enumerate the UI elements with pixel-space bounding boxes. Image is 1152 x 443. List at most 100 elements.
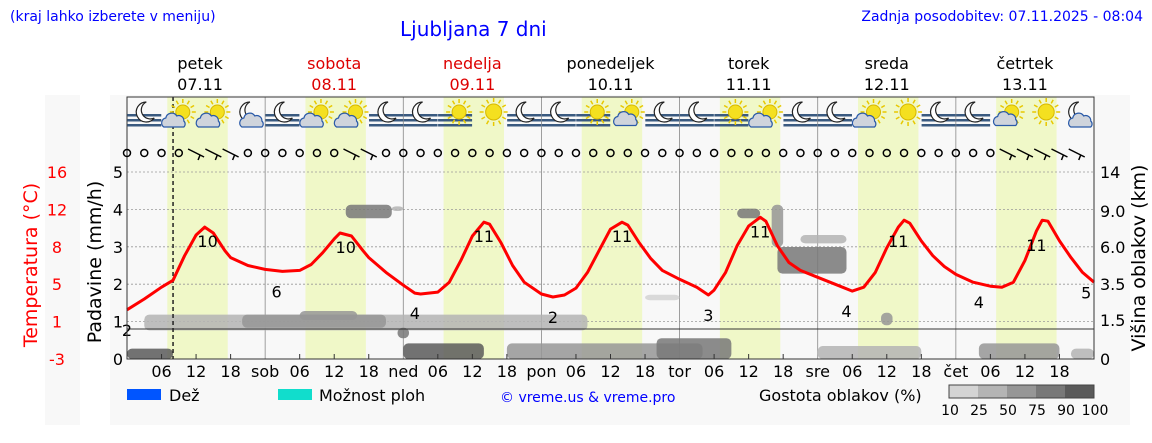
sun-ray	[221, 100, 225, 105]
sun-ray	[462, 100, 467, 105]
precip-tick: 4	[113, 200, 123, 219]
weather-icon-sun-cloud	[333, 99, 369, 128]
x-tick-hour: 06	[151, 362, 171, 381]
showers-legend-label: Možnost ploh	[319, 386, 425, 405]
precip-tick: 1	[113, 313, 123, 332]
legend: Dež Možnost ploh © vreme.us & vreme.pro …	[127, 384, 1108, 419]
cloud-layer	[656, 338, 732, 359]
weather-icon-moon-fog	[127, 101, 162, 127]
sun-ray	[497, 120, 502, 125]
fog-icon	[956, 114, 991, 117]
cloud-icon	[748, 112, 773, 128]
cloud-icon	[195, 112, 221, 128]
wind-calm-icon	[399, 148, 408, 158]
weather-icon-sun-cloud	[748, 99, 783, 128]
sun-ray	[462, 119, 467, 124]
precip-tick: 2	[113, 275, 123, 294]
copyright-link[interactable]: © vreme.us & vreme.pro	[500, 390, 675, 406]
cloud-height-tick: 1.5	[1100, 311, 1125, 330]
wind-calm-icon	[934, 148, 943, 158]
sun-ray	[739, 119, 743, 124]
temperature-tick: -3	[49, 350, 65, 369]
density-scale-label: 75	[1028, 403, 1046, 419]
wind-barb-icon	[187, 148, 205, 161]
wind-calm-icon	[917, 148, 926, 158]
x-tick-hour: 06	[980, 362, 1000, 381]
x-tick-day: ned	[388, 362, 418, 381]
sun-ray	[601, 119, 605, 124]
weather-icon-sun-fog	[438, 99, 473, 127]
rain-legend-label: Dež	[169, 386, 200, 405]
density-swatch	[1007, 385, 1036, 398]
x-tick-hour: 12	[600, 362, 620, 381]
wind-barb-icon	[1016, 148, 1034, 161]
cloud-layer	[817, 346, 922, 359]
sun-ray	[624, 100, 628, 105]
fog-icon	[921, 124, 956, 127]
density-legend-title: Gostota oblakov (%)	[759, 386, 922, 405]
sun-ray	[362, 104, 368, 109]
sun-ray	[359, 100, 363, 105]
x-tick-hour: 18	[773, 362, 793, 381]
wind-calm-icon	[122, 148, 132, 158]
temperature-label: 11	[888, 232, 908, 251]
location-hint-link[interactable]: (kraj lahko izberete v meniju)	[10, 9, 216, 25]
sun-ray	[880, 104, 886, 109]
fog-icon	[576, 124, 611, 127]
wind-calm-icon	[951, 148, 961, 158]
sun-ray	[590, 119, 594, 124]
weather-icon-sun-cloud	[161, 99, 196, 128]
cloud-height-tick: 6.0	[1100, 238, 1125, 257]
moon-icon	[515, 101, 535, 123]
moon-icon	[273, 101, 293, 123]
precip-tick: 3	[113, 238, 123, 257]
wind-calm-icon	[260, 148, 270, 158]
sun-ray	[466, 115, 471, 120]
wind-barb-icon	[343, 148, 360, 161]
temperature-label: 6	[272, 282, 282, 301]
wind-barb-icon	[1068, 148, 1086, 161]
fog-icon	[438, 124, 473, 127]
moon-icon	[135, 101, 155, 123]
weather-icon-moon-fog	[817, 101, 852, 127]
sun-ray	[604, 115, 609, 120]
weather-icon-sun	[479, 98, 508, 126]
x-tick-day: pon	[526, 362, 556, 381]
fog-icon	[369, 114, 404, 117]
x-tick-hour: 06	[704, 362, 724, 381]
temperature-label: 11	[474, 227, 494, 246]
weather-icon-sun-cloud	[195, 99, 231, 128]
wind-calm-icon	[675, 148, 684, 158]
x-tick-hour: 18	[911, 362, 931, 381]
moon-icon	[930, 101, 950, 123]
wind-calm-icon	[882, 148, 892, 158]
sun-ray	[1015, 100, 1019, 105]
cloud-layer	[127, 348, 174, 359]
sun-ray	[224, 104, 229, 109]
cloud-layer	[737, 208, 761, 219]
sun-ray	[1050, 99, 1054, 104]
x-tick-hour: 12	[877, 362, 897, 381]
temperature-label: 11	[1026, 236, 1046, 255]
sun-ray	[590, 100, 594, 105]
wind-barb-icon	[222, 148, 239, 161]
temperature-tick: 1	[52, 313, 62, 332]
weather-icon-moon-fog	[369, 101, 404, 127]
weather-icon-sun	[1032, 98, 1061, 126]
weather-icon-sun-cloud	[299, 99, 334, 128]
day-date: 07.11	[177, 75, 223, 94]
fog-icon	[403, 114, 438, 117]
axes: 06 12 18 sob 06 12 18 ned 06 12 18 pon 06 12 18 tor 06 12…	[20, 163, 1150, 381]
fog-icon	[783, 124, 818, 127]
sun-ray	[877, 100, 881, 105]
fog-icon	[921, 114, 956, 117]
x-tick-hour: 18	[635, 362, 655, 381]
temperature-label: 4	[410, 304, 420, 323]
sun-ray	[773, 100, 778, 105]
precip-axis-title: Padavine (mm/h)	[84, 181, 106, 344]
sun-ray	[742, 115, 748, 120]
sun-ray	[210, 100, 214, 105]
temperature-label: 3	[703, 306, 713, 325]
sun-ray	[481, 104, 486, 108]
weather-icon-sun-cloud	[851, 99, 887, 128]
